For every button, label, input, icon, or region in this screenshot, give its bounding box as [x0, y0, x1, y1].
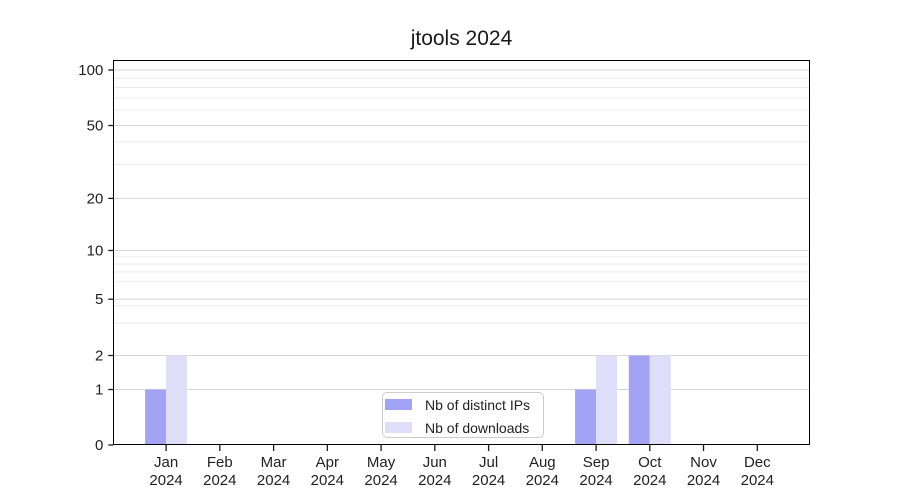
- svg-text:Jun: Jun: [423, 454, 447, 471]
- svg-text:2024: 2024: [149, 472, 182, 489]
- svg-text:May: May: [367, 454, 396, 471]
- svg-text:2024: 2024: [418, 472, 451, 489]
- svg-text:2024: 2024: [311, 472, 344, 489]
- svg-text:Jul: Jul: [479, 454, 498, 471]
- svg-text:1: 1: [95, 382, 103, 399]
- svg-text:2024: 2024: [257, 472, 290, 489]
- svg-text:Nov: Nov: [690, 454, 717, 471]
- svg-text:2024: 2024: [687, 472, 720, 489]
- svg-text:2: 2: [95, 348, 103, 365]
- svg-text:2024: 2024: [364, 472, 397, 489]
- svg-text:Apr: Apr: [316, 454, 339, 471]
- svg-text:50: 50: [87, 118, 104, 135]
- svg-text:10: 10: [87, 243, 104, 260]
- svg-text:100: 100: [78, 62, 103, 79]
- svg-text:2024: 2024: [741, 472, 774, 489]
- svg-text:Feb: Feb: [207, 454, 233, 471]
- svg-text:2024: 2024: [203, 472, 236, 489]
- svg-text:Dec: Dec: [744, 454, 771, 471]
- svg-text:Oct: Oct: [638, 454, 662, 471]
- svg-text:Sep: Sep: [583, 454, 610, 471]
- svg-text:0: 0: [95, 437, 103, 454]
- svg-text:2024: 2024: [472, 472, 505, 489]
- svg-text:2024: 2024: [633, 472, 666, 489]
- svg-text:Mar: Mar: [261, 454, 287, 471]
- svg-text:5: 5: [95, 291, 103, 308]
- svg-text:20: 20: [87, 190, 104, 207]
- svg-text:2024: 2024: [579, 472, 612, 489]
- svg-text:2024: 2024: [526, 472, 559, 489]
- svg-text:Aug: Aug: [529, 454, 556, 471]
- svg-text:Jan: Jan: [154, 454, 178, 471]
